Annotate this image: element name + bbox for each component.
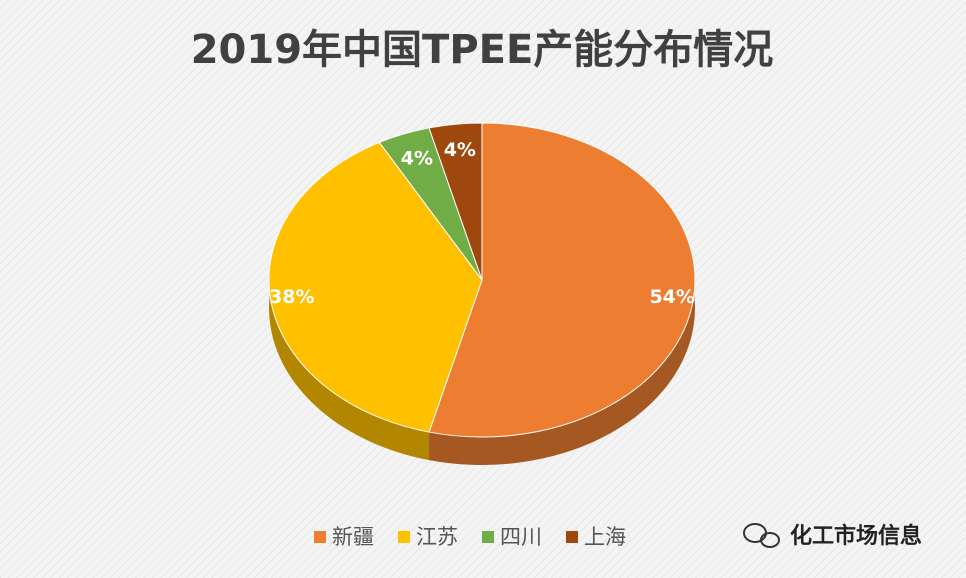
value-label: 4%: [444, 139, 476, 161]
value-label: 4%: [401, 147, 433, 169]
value-label: 38%: [269, 286, 314, 308]
legend-label: 江苏: [416, 525, 458, 549]
legend-swatch: [482, 531, 494, 543]
value-label: 54%: [649, 286, 694, 308]
legend-swatch: [314, 531, 326, 543]
legend-label: 新疆: [332, 525, 374, 549]
pie-slice: [428, 122, 696, 438]
legend-swatch: [398, 531, 410, 543]
watermark-icon: [743, 523, 780, 548]
slice-side: [268, 142, 430, 461]
chart-title: 2019年中国TPEE产能分布情况: [191, 27, 774, 73]
legend-label: 上海: [584, 525, 626, 549]
legend-swatch: [566, 531, 578, 543]
pie-slice: [428, 122, 483, 281]
legend: 新疆 江苏 四川 上海: [314, 525, 626, 549]
legend-label: 四川: [500, 525, 542, 549]
pie-slice: [268, 141, 483, 433]
watermark: 化工市场信息: [790, 523, 922, 549]
